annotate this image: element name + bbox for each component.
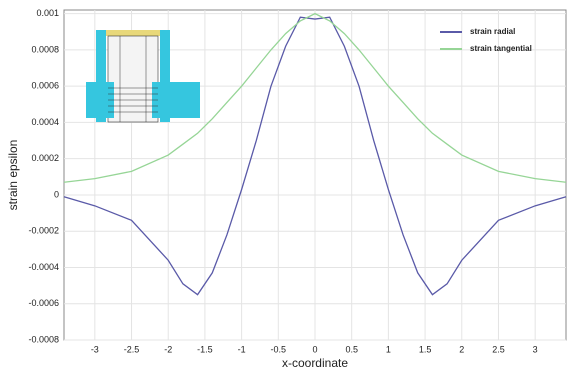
x-tick-label: 1.5 [419,344,432,354]
y-tick-label: 0.0006 [31,81,59,91]
chart: x-coordinate strain epsilon -0.0008 -0.00… [0,0,568,372]
y-tick-label: 0.0008 [31,44,59,54]
y-axis-label: strain epsilon [6,140,20,211]
y-tick-label: -0.0008 [28,334,59,344]
y-tick-label: -0.0002 [28,226,59,236]
x-tick-label: 2.5 [492,344,505,354]
legend-label: strain radial [470,27,515,36]
y-tick-label: 0 [54,189,59,199]
x-tick-label: -3 [91,344,99,354]
x-tick-label: -1.5 [197,344,213,354]
x-tick-label: 1 [386,344,391,354]
y-tick-label: 0.0004 [31,117,59,127]
x-tick-label: -1 [238,344,246,354]
x-tick-label: -0.5 [271,344,287,354]
y-tick-label: -0.0006 [28,298,59,308]
x-tick-label: 3 [533,344,538,354]
x-tick-label: 0.5 [345,344,358,354]
y-tick-label: -0.0004 [28,262,59,272]
x-tick-label: 2 [459,344,464,354]
x-tick-label: 0 [312,344,317,354]
legend-label: strain tangential [470,44,532,53]
x-tick-label: -2.5 [124,344,140,354]
x-tick-label: -2 [164,344,172,354]
y-tick-label: 0.0002 [31,153,59,163]
x-axis-label: x-coordinate [282,356,348,370]
y-tick-label: 0.001 [36,8,59,18]
